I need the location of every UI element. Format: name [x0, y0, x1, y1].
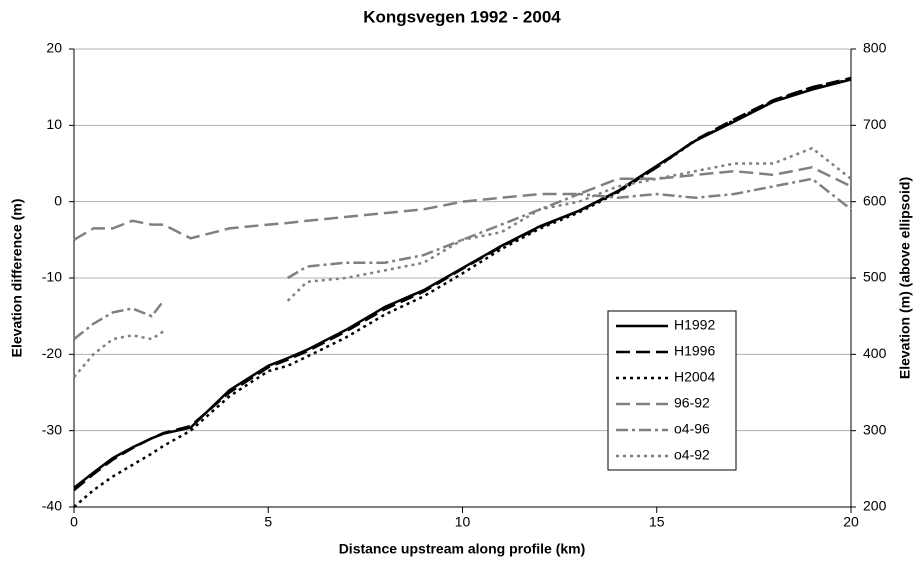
y-tick-label: -20 — [42, 345, 62, 361]
legend-box — [607, 310, 737, 471]
y-tick-label: -10 — [42, 269, 62, 285]
x-axis-label: Distance upstream along profile (km) — [339, 541, 586, 557]
x-tick-label: 15 — [649, 514, 665, 530]
y2-axis-label: Elevation (m) (above ellipsoid) — [897, 177, 913, 379]
series-line — [73, 177, 852, 341]
x-tick-label: 0 — [70, 514, 78, 530]
legend-label: H1992 — [674, 317, 715, 333]
series-line — [73, 76, 852, 492]
y2-tick-label: 700 — [863, 116, 887, 132]
y2-tick-label: 500 — [863, 269, 887, 285]
series-line — [73, 165, 852, 241]
y-tick-label: 10 — [46, 116, 62, 132]
y-tick-label: -30 — [42, 421, 62, 437]
legend-label: o4-92 — [674, 447, 710, 463]
y-tick-label: 20 — [46, 40, 62, 56]
y-tick-label: 0 — [54, 192, 62, 208]
y2-tick-label: 300 — [863, 421, 887, 437]
y-axis-label: Elevation difference (m) — [9, 199, 25, 358]
chart-title: Kongsvegen 1992 - 2004 — [363, 7, 561, 26]
y2-tick-label: 200 — [863, 498, 887, 514]
legend-label: H1996 — [674, 343, 715, 359]
y2-tick-label: 400 — [863, 345, 887, 361]
x-tick-label: 5 — [264, 514, 272, 530]
y2-tick-label: 600 — [863, 192, 887, 208]
legend-label: o4-96 — [674, 421, 710, 437]
legend-label: 96-92 — [674, 395, 710, 411]
legend-label: H2004 — [674, 369, 715, 385]
y-tick-label: -40 — [42, 498, 62, 514]
x-tick-label: 10 — [455, 514, 471, 530]
series-line — [73, 146, 852, 379]
x-tick-label: 20 — [843, 514, 859, 530]
y2-tick-label: 800 — [863, 40, 887, 56]
